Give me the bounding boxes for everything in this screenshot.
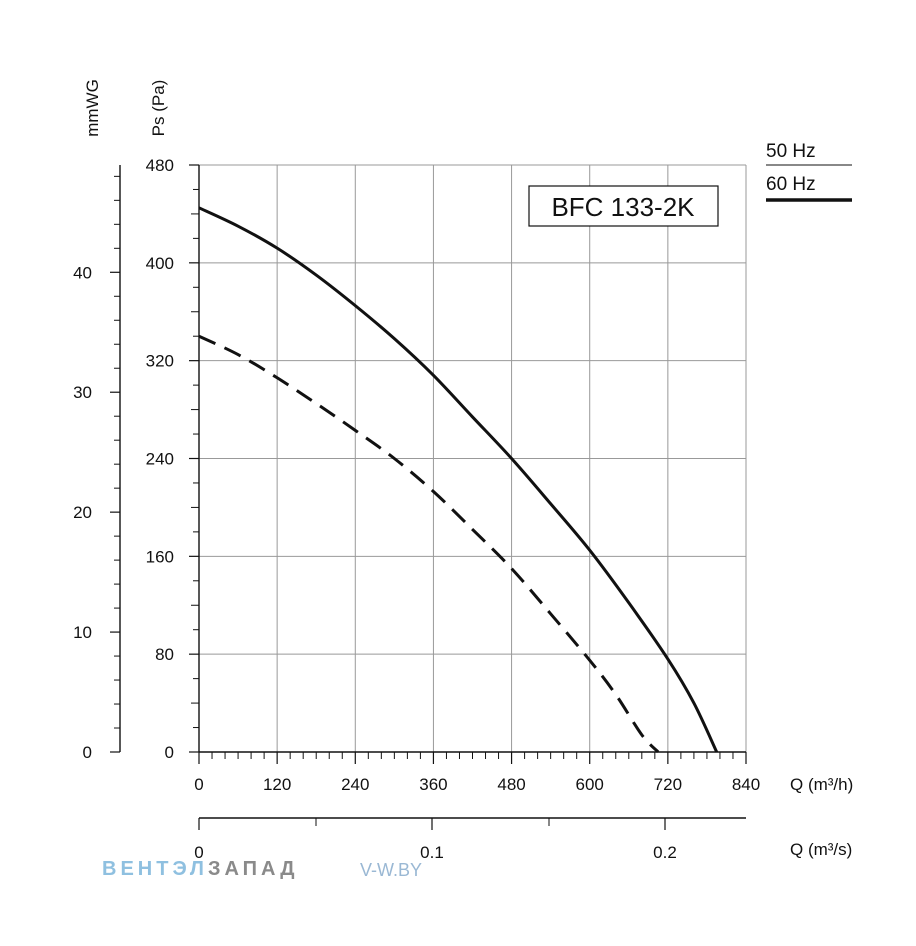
x2-tick-label: 0	[194, 843, 203, 862]
y2-tick-label: 10	[73, 623, 92, 642]
x-tick-label: 720	[654, 775, 682, 794]
x-tick-label: 360	[419, 775, 447, 794]
title-box	[528, 185, 719, 227]
ticks	[110, 164, 747, 830]
legend-label-60hz: 60 Hz	[766, 174, 816, 195]
y2-tick-label: 0	[83, 743, 92, 762]
brand-part-b: ЗАПАД	[207, 858, 299, 880]
grid	[199, 164, 747, 752]
y-axis-label: Ps (Pa)	[149, 80, 168, 137]
brand-part-a: ВЕНТЭЛ	[102, 858, 208, 880]
x2-tick-label: 0.1	[420, 843, 444, 862]
y2-tick-label: 20	[73, 503, 92, 522]
curve-dashed	[198, 334, 660, 754]
x-axis-label: Q (m³/h)	[790, 775, 853, 794]
x-tick-label: 120	[263, 775, 291, 794]
site-watermark: V-W.BY	[360, 860, 423, 880]
y-tick-label: 160	[146, 547, 174, 566]
x2-axis-label: Q (m³/s)	[790, 840, 852, 859]
x-tick-label: 480	[497, 775, 525, 794]
y-tick-label: 80	[155, 645, 174, 664]
chart-title: BFC 133-2K	[551, 192, 695, 222]
x2-tick-label: 0.2	[653, 843, 677, 862]
x-tick-label: 0	[194, 775, 203, 794]
y2-axis-label: mmWG	[83, 79, 102, 137]
x-tick-label: 240	[341, 775, 369, 794]
y2-tick-label: 30	[73, 383, 92, 402]
legend-label-50hz: 50 Hz	[766, 141, 816, 162]
series	[198, 206, 719, 754]
brand-watermark: ВЕНТЭЛЗАПАД	[102, 858, 298, 881]
y-tick-label: 0	[165, 743, 174, 762]
y2-tick-label: 40	[73, 263, 92, 282]
legend: 50 Hz 60 Hz	[766, 141, 852, 202]
y-tick-label: 400	[146, 254, 174, 273]
y-tick-label: 240	[146, 450, 174, 469]
x-tick-label: 840	[732, 775, 760, 794]
x-tick-label: 600	[576, 775, 604, 794]
y-tick-label: 480	[146, 156, 174, 175]
y-tick-label: 320	[146, 352, 174, 371]
curve-solid	[198, 206, 719, 753]
